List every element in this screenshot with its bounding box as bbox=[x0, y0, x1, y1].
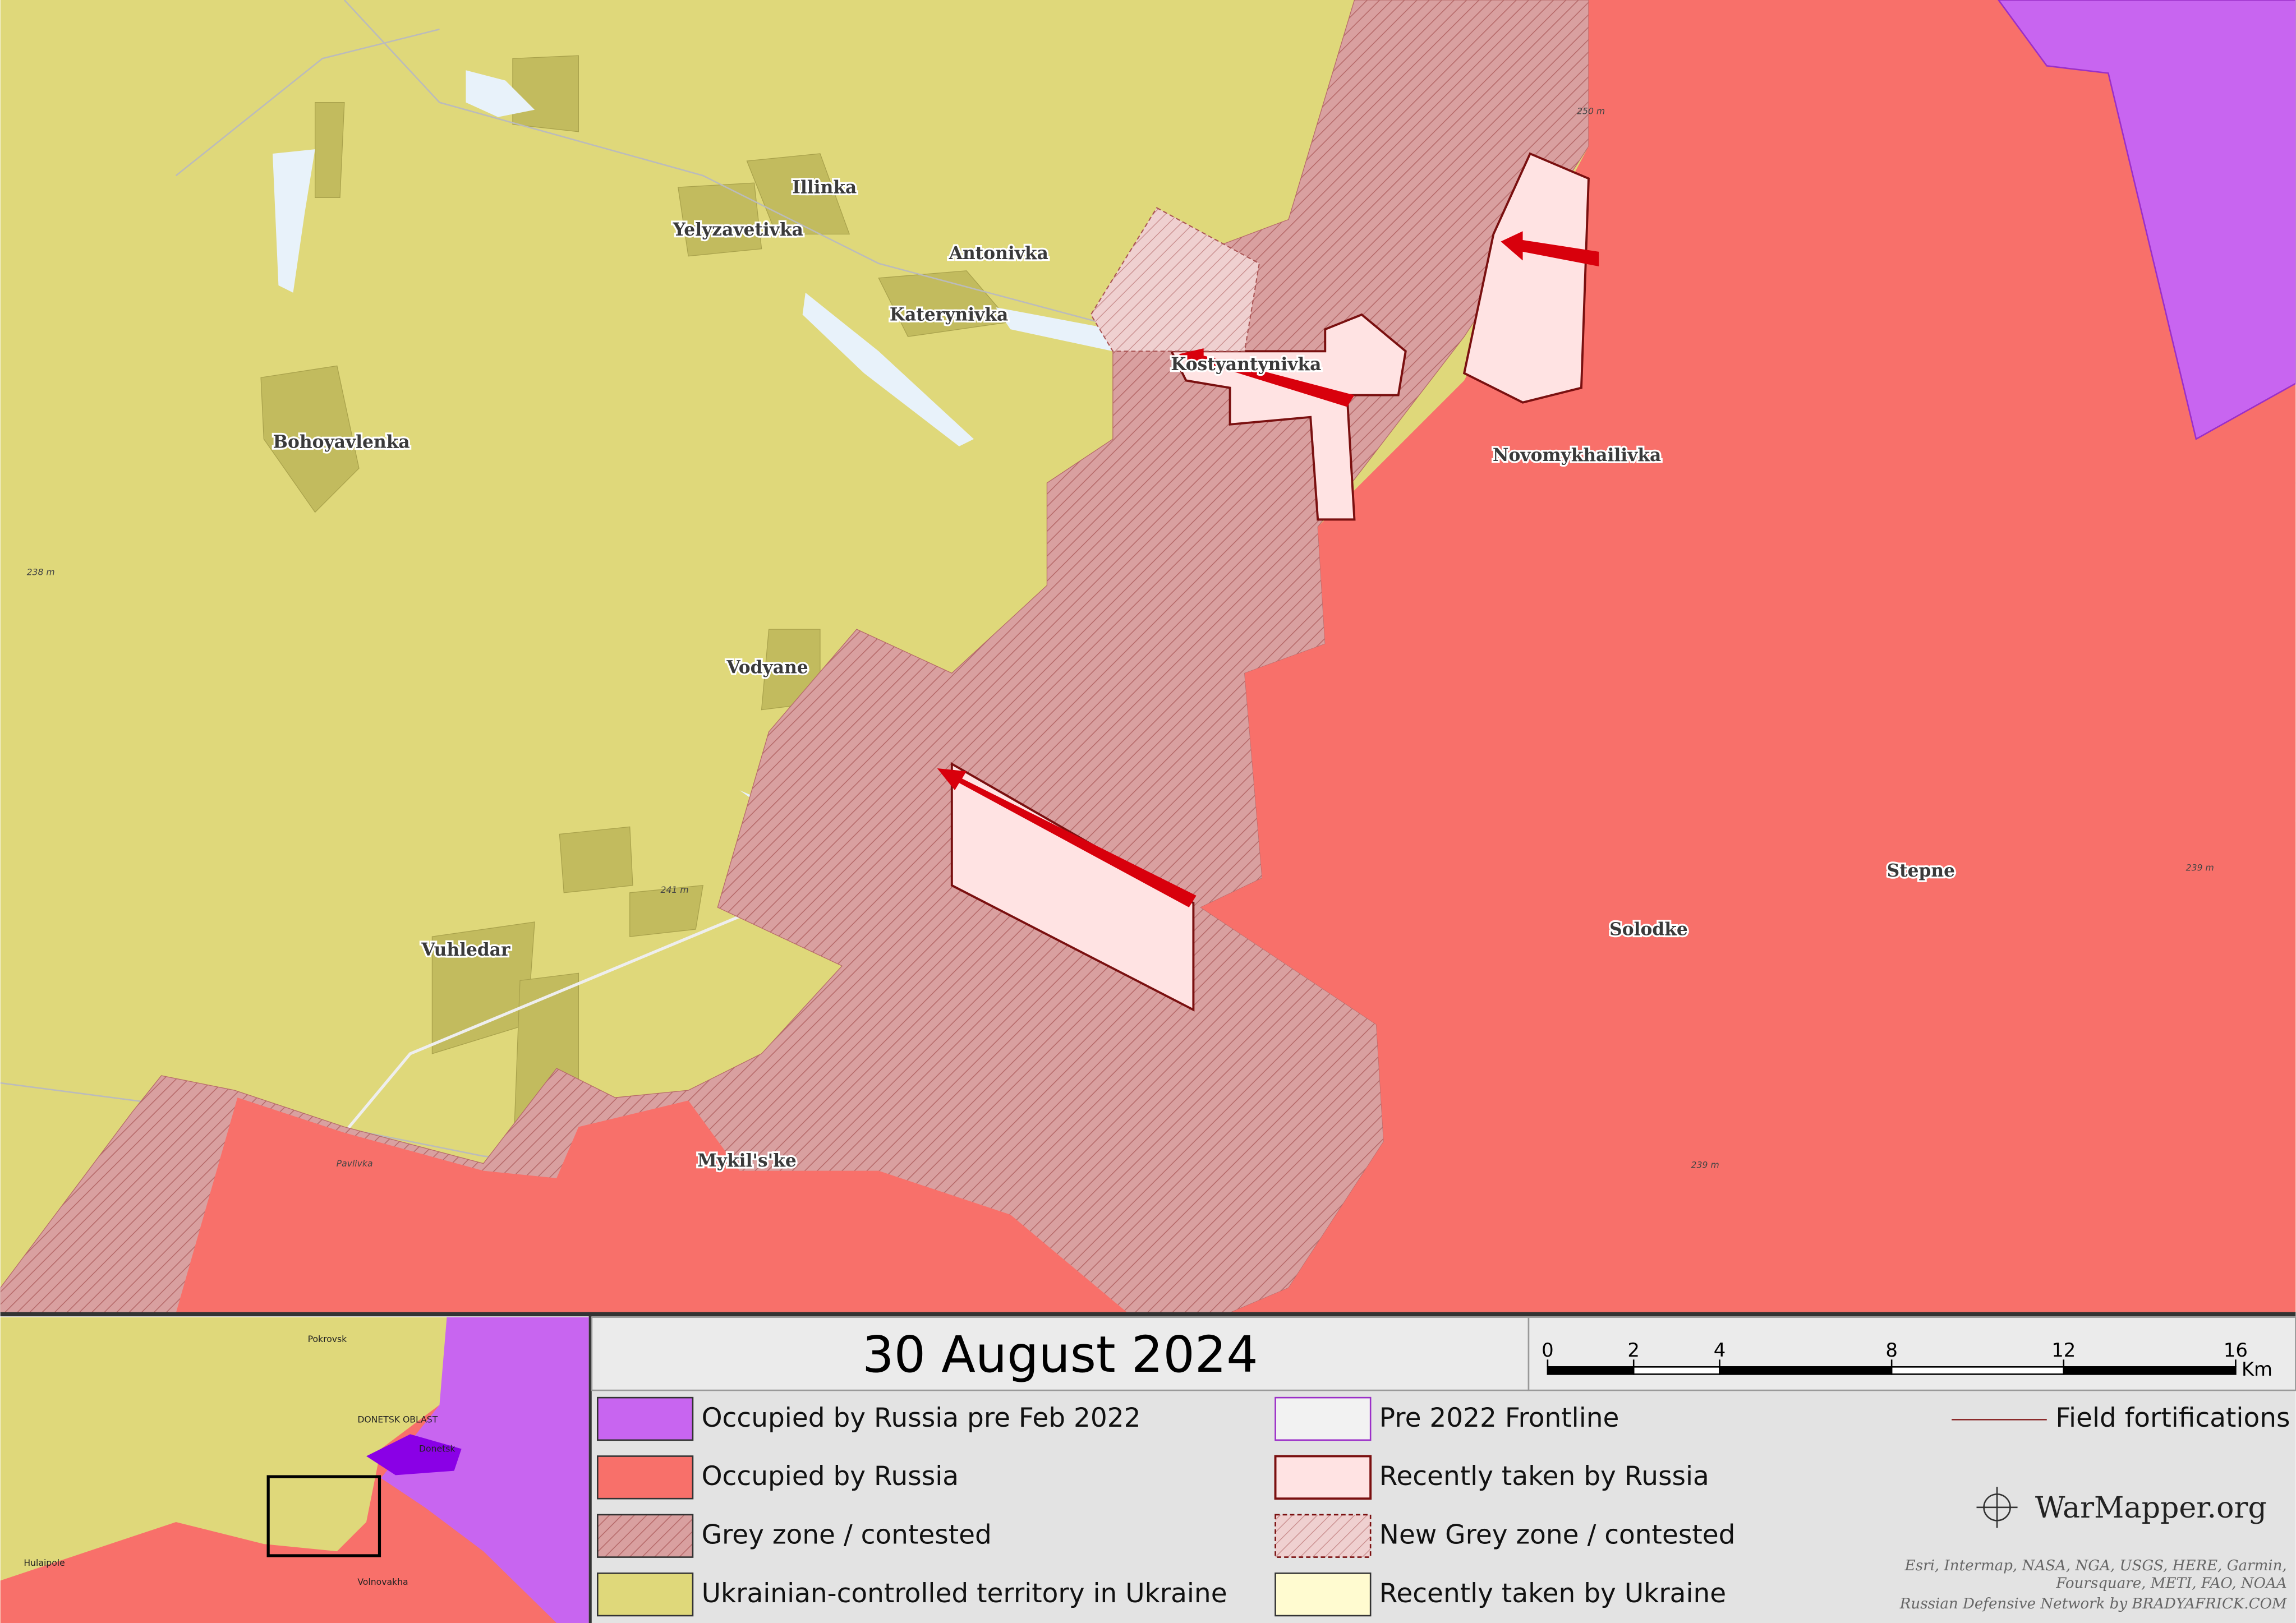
place-label: Bohoyavlenka bbox=[273, 432, 410, 453]
legend-label: Recently taken by Ukraine bbox=[1379, 1578, 1726, 1609]
advance-arrows bbox=[937, 231, 1599, 907]
scale-label: 4 bbox=[1714, 1339, 1726, 1361]
legend-label: Field fortifications bbox=[2055, 1403, 2290, 1433]
russia-pre-2022 bbox=[1998, 0, 2296, 440]
scale-segment bbox=[1719, 1366, 1893, 1375]
scale-label: 8 bbox=[1885, 1339, 1898, 1361]
place-label: Novomykhailivka bbox=[1493, 445, 1661, 465]
scale-segment bbox=[2063, 1366, 2237, 1375]
elevation-label: 239 m bbox=[2186, 863, 2214, 873]
legend-label: Recently taken by Russia bbox=[1379, 1461, 1709, 1492]
russia-occupied bbox=[1200, 0, 2296, 1313]
main-map: Illinka Yelyzavetivka Antonivka Kateryni… bbox=[0, 0, 2296, 1313]
legend-label: New Grey zone / contested bbox=[1379, 1520, 1736, 1551]
scale-segment bbox=[1890, 1366, 2065, 1375]
legend-label: Ukrainian-controlled territory in Ukrain… bbox=[702, 1578, 1227, 1609]
legend-swatch bbox=[1274, 1514, 1372, 1558]
credits: Esri, Intermap, NASA, NGA, USGS, HERE, G… bbox=[1904, 1557, 2287, 1574]
inset-extent bbox=[266, 1475, 381, 1557]
legend-swatch bbox=[597, 1396, 694, 1441]
scale-label: 16 bbox=[2224, 1339, 2248, 1361]
place-label: Mykil's'ke bbox=[697, 1151, 797, 1171]
inset-label: Hulaipole bbox=[24, 1557, 65, 1568]
new-grey-zone bbox=[1090, 207, 1260, 352]
elevation-label: 238 m bbox=[27, 567, 55, 578]
legend-swatch bbox=[597, 1572, 694, 1617]
place-labels: Illinka Yelyzavetivka Antonivka Kateryni… bbox=[27, 106, 2214, 1173]
scale-unit: Km bbox=[2242, 1358, 2272, 1380]
brand: WarMapper.org bbox=[2035, 1491, 2267, 1525]
legend-label: Pre 2022 Frontline bbox=[1379, 1403, 1619, 1433]
legend-swatch bbox=[1274, 1572, 1372, 1617]
elevation-label: 241 m bbox=[661, 884, 689, 895]
place-label: Yelyzavetivka bbox=[673, 220, 803, 240]
inset-label: DONETSK OBLAST bbox=[357, 1414, 438, 1424]
legend-label: Occupied by Russia pre Feb 2022 bbox=[702, 1403, 1141, 1433]
inset-russia-pre-2022 bbox=[381, 1317, 589, 1623]
place-label: Stepne bbox=[1887, 861, 1955, 881]
elevation-label: 250 m bbox=[1577, 106, 1605, 117]
credits: Foursquare, METI, FAO, NOAA bbox=[2055, 1575, 2287, 1592]
credits: Russian Defensive Network by BRADYAFRICK… bbox=[1899, 1596, 2288, 1612]
title: 30 August 2024 bbox=[862, 1326, 1258, 1384]
scale-label: 2 bbox=[1627, 1339, 1640, 1361]
russia-occupied-south bbox=[176, 1098, 1128, 1313]
inset-label: Volnovakha bbox=[357, 1576, 408, 1587]
place-label: Kostyantynivka bbox=[1171, 354, 1321, 375]
scale-label: 0 bbox=[1542, 1339, 1554, 1361]
brand-logo bbox=[1976, 1487, 2018, 1528]
inset-donetsk bbox=[366, 1434, 462, 1476]
place-label: Vodyane bbox=[726, 657, 808, 677]
scale-label: 12 bbox=[2051, 1339, 2076, 1361]
place-label: Katerynivka bbox=[890, 305, 1008, 325]
legend-label: Occupied by Russia bbox=[702, 1461, 959, 1492]
legend-swatch bbox=[1274, 1455, 1372, 1500]
legend-label: Grey zone / contested bbox=[702, 1520, 992, 1551]
legend-swatch bbox=[1274, 1396, 1372, 1441]
place-label: Vuhledar bbox=[421, 940, 510, 960]
inset-map: Pokrovsk DONETSK OBLAST Donetsk Hulaipol… bbox=[0, 1317, 589, 1623]
legend-swatch bbox=[597, 1514, 694, 1558]
scale-box bbox=[1527, 1316, 2296, 1391]
scale-segment bbox=[1547, 1366, 1635, 1375]
inset-label: Donetsk bbox=[419, 1444, 455, 1454]
elevation-label: 239 m bbox=[1691, 1159, 1719, 1170]
scale-segment bbox=[1632, 1366, 1720, 1375]
place-label: Antonivka bbox=[949, 243, 1048, 264]
legend-swatch bbox=[597, 1455, 694, 1500]
place-label: Pavlivka bbox=[337, 1158, 373, 1169]
place-label: Illinka bbox=[792, 177, 857, 197]
place-label: Solodke bbox=[1609, 920, 1688, 940]
inset-label: Pokrovsk bbox=[308, 1334, 348, 1344]
